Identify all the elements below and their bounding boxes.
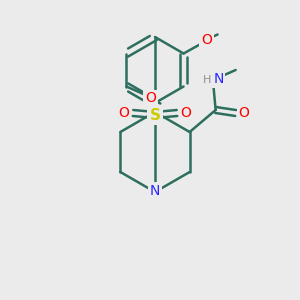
Text: H: H xyxy=(202,75,211,85)
Text: O: O xyxy=(181,106,191,120)
Text: O: O xyxy=(238,106,249,120)
Text: N: N xyxy=(150,184,160,198)
Text: N: N xyxy=(214,72,224,86)
Text: S: S xyxy=(149,107,161,122)
Text: O: O xyxy=(201,32,212,46)
Text: O: O xyxy=(118,106,129,120)
Text: O: O xyxy=(145,92,156,106)
